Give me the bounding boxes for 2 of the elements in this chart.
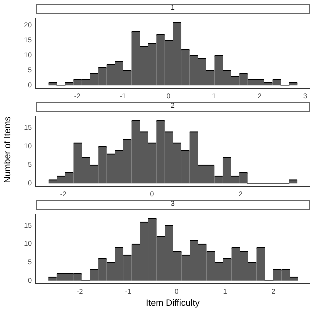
x-axis-title: Item Difficulty [146, 298, 200, 308]
y-axis-title: Number of Items [2, 116, 12, 184]
